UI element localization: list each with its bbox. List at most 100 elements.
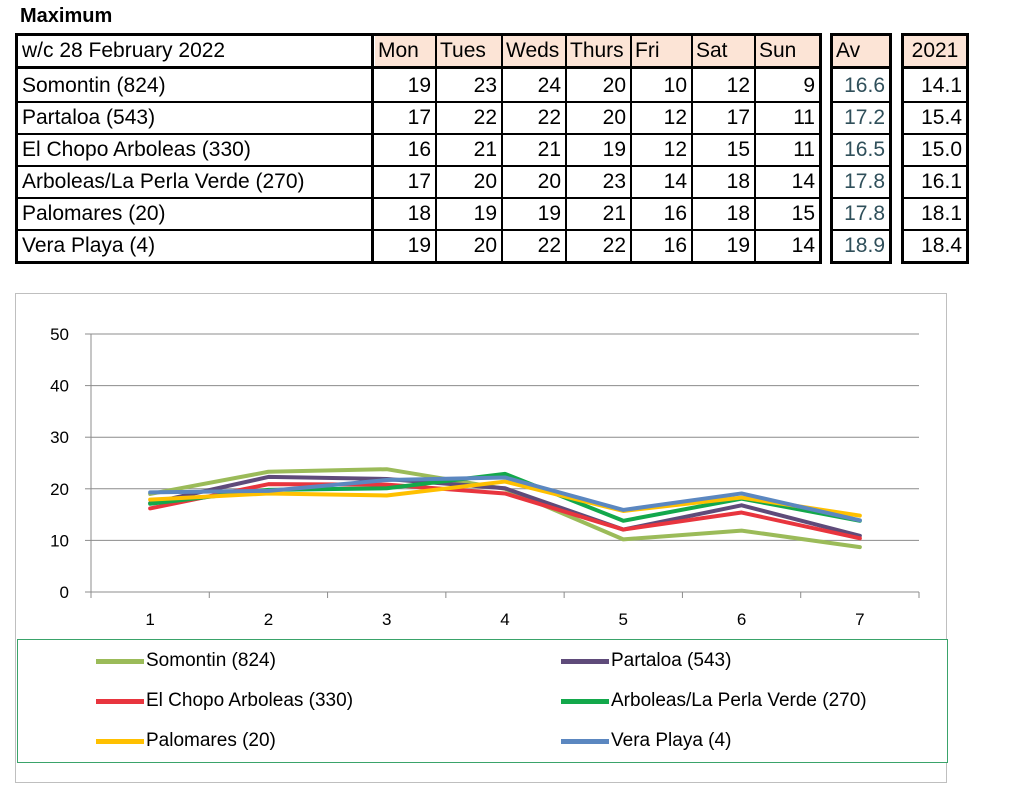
legend-item: Somontin (824) xyxy=(96,646,276,676)
average-column: Av 16.6 17.2 16.5 17.8 17.8 18.9 xyxy=(830,33,892,264)
day-value: 10 xyxy=(663,74,687,97)
week-heading: w/c 28 February 2022 xyxy=(22,39,226,62)
day-value: 12 xyxy=(663,138,687,161)
day-heading: Weds xyxy=(503,36,565,66)
station-name: Partaloa (543) xyxy=(22,106,156,129)
day-value: 19 xyxy=(407,74,431,97)
y-tick-label: 40 xyxy=(50,377,69,396)
x-tick-label: 2 xyxy=(264,610,273,629)
previous-year-value: 15.0 xyxy=(921,138,962,161)
day-value: 11 xyxy=(793,138,815,161)
average-value: 18.9 xyxy=(844,234,885,257)
station-name: Somontin (824) xyxy=(22,74,166,97)
day-value: 14 xyxy=(791,234,815,257)
day-value: 22 xyxy=(602,234,626,257)
legend-item: El Chopo Arboleas (330) xyxy=(96,686,353,716)
day-value: 18 xyxy=(726,170,750,193)
day-value: 17 xyxy=(407,170,431,193)
series-line xyxy=(148,479,862,518)
y-tick-label: 30 xyxy=(50,428,69,447)
y-tick-label: 50 xyxy=(50,325,69,344)
table-row: Vera Playa (4) 19 20 22 22 16 19 14 xyxy=(18,231,819,263)
day-heading: Sat xyxy=(693,36,754,66)
x-tick-label: 5 xyxy=(619,610,628,629)
legend-item: Partaloa (543) xyxy=(561,646,731,676)
day-value: 16 xyxy=(407,138,431,161)
station-name: Arboleas/La Perla Verde (270) xyxy=(22,170,305,193)
y-tick-label: 0 xyxy=(60,583,69,602)
day-heading: Fri xyxy=(632,36,691,66)
day-value: 22 xyxy=(537,106,561,129)
day-value: 19 xyxy=(602,138,626,161)
max-temperature-table: w/c 28 February 2022 Mon Tues Weds Thurs… xyxy=(15,33,822,264)
day-value: 17 xyxy=(726,106,750,129)
table-row: El Chopo Arboleas (330) 16 21 21 19 12 15 11 xyxy=(18,135,819,167)
line-chart: 0 10 20 30 40 50 1 2 3 4 5 6 7 xyxy=(50,325,920,629)
legend-label: El Chopo Arboleas (330) xyxy=(146,690,354,711)
legend-swatch xyxy=(561,698,609,704)
day-value: 17 xyxy=(407,106,431,129)
legend-swatch xyxy=(96,698,144,704)
day-value: 16 xyxy=(663,234,687,257)
previous-year-value: 18.1 xyxy=(921,202,962,225)
day-value: 15 xyxy=(726,138,750,161)
table-row: Partaloa (543) 17 22 22 20 12 17 11 xyxy=(18,103,819,135)
day-value: 19 xyxy=(537,202,561,225)
legend-item: Arboleas/La Perla Verde (270) xyxy=(561,686,867,716)
page-title: Maximum xyxy=(20,5,113,27)
day-value: 19 xyxy=(726,234,750,257)
table-row: Arboleas/La Perla Verde (270) 17 20 20 23 14 1… xyxy=(18,167,819,199)
day-value: 12 xyxy=(663,106,687,129)
previous-year-value: 18.4 xyxy=(921,234,962,257)
day-value: 20 xyxy=(473,170,497,193)
average-value: 17.2 xyxy=(844,106,885,129)
average-value: 17.8 xyxy=(844,202,885,225)
day-heading: Thurs xyxy=(567,36,630,66)
x-tick-label: 6 xyxy=(737,610,746,629)
day-value: 9 xyxy=(803,74,815,97)
day-value: 19 xyxy=(407,234,431,257)
x-tick-label: 7 xyxy=(855,610,864,629)
previous-year-heading: 2021 xyxy=(904,36,966,66)
average-value: 17.8 xyxy=(844,170,885,193)
series-line xyxy=(148,474,862,538)
legend-label: Vera Playa (4) xyxy=(611,730,732,751)
previous-year-column: 2021 14.1 15.4 15.0 16.1 18.1 18.4 xyxy=(901,33,969,264)
series-line xyxy=(148,482,862,541)
day-value: 21 xyxy=(473,138,497,161)
day-value: 22 xyxy=(537,234,561,257)
day-value: 20 xyxy=(537,170,561,193)
x-tick-label: 4 xyxy=(500,610,509,629)
legend-item: Palomares (20) xyxy=(96,726,276,756)
average-heading: Av xyxy=(833,36,889,66)
day-value: 19 xyxy=(473,202,497,225)
day-heading: Tues xyxy=(437,36,501,66)
day-heading: Mon xyxy=(375,36,435,66)
day-value: 14 xyxy=(791,170,815,193)
average-value: 16.6 xyxy=(844,74,885,97)
day-value: 20 xyxy=(602,74,626,97)
x-tick-label: 3 xyxy=(382,610,391,629)
day-value: 18 xyxy=(726,202,750,225)
y-tick-label: 20 xyxy=(50,480,69,499)
previous-year-value: 15.4 xyxy=(921,106,962,129)
day-value: 11 xyxy=(793,106,815,129)
legend-label: Partaloa (543) xyxy=(611,650,732,671)
day-value: 21 xyxy=(602,202,626,225)
legend-swatch xyxy=(96,658,144,664)
day-value: 23 xyxy=(473,74,497,97)
legend-item: Vera Playa (4) xyxy=(561,726,731,756)
day-value: 23 xyxy=(602,170,626,193)
table-row: Palomares (20) 18 19 19 21 16 18 15 xyxy=(18,199,819,231)
station-name: Vera Playa (4) xyxy=(22,234,156,257)
day-value: 16 xyxy=(663,202,687,225)
x-tick-label: 1 xyxy=(145,610,154,629)
day-value: 14 xyxy=(663,170,687,193)
previous-year-value: 14.1 xyxy=(921,74,962,97)
average-value: 16.5 xyxy=(844,138,885,161)
day-heading: Sun xyxy=(756,36,819,66)
table-row: Somontin (824) 19 23 24 20 10 12 9 xyxy=(18,71,819,103)
day-value: 24 xyxy=(537,74,561,97)
station-name: El Chopo Arboleas (330) xyxy=(22,138,251,161)
day-value: 22 xyxy=(473,106,497,129)
